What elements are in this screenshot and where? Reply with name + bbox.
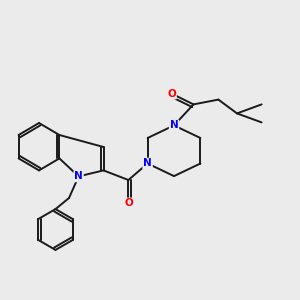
Text: N: N [169,120,178,130]
Text: N: N [143,158,152,169]
Text: O: O [167,88,176,99]
Text: N: N [74,171,83,182]
Text: O: O [124,198,133,208]
